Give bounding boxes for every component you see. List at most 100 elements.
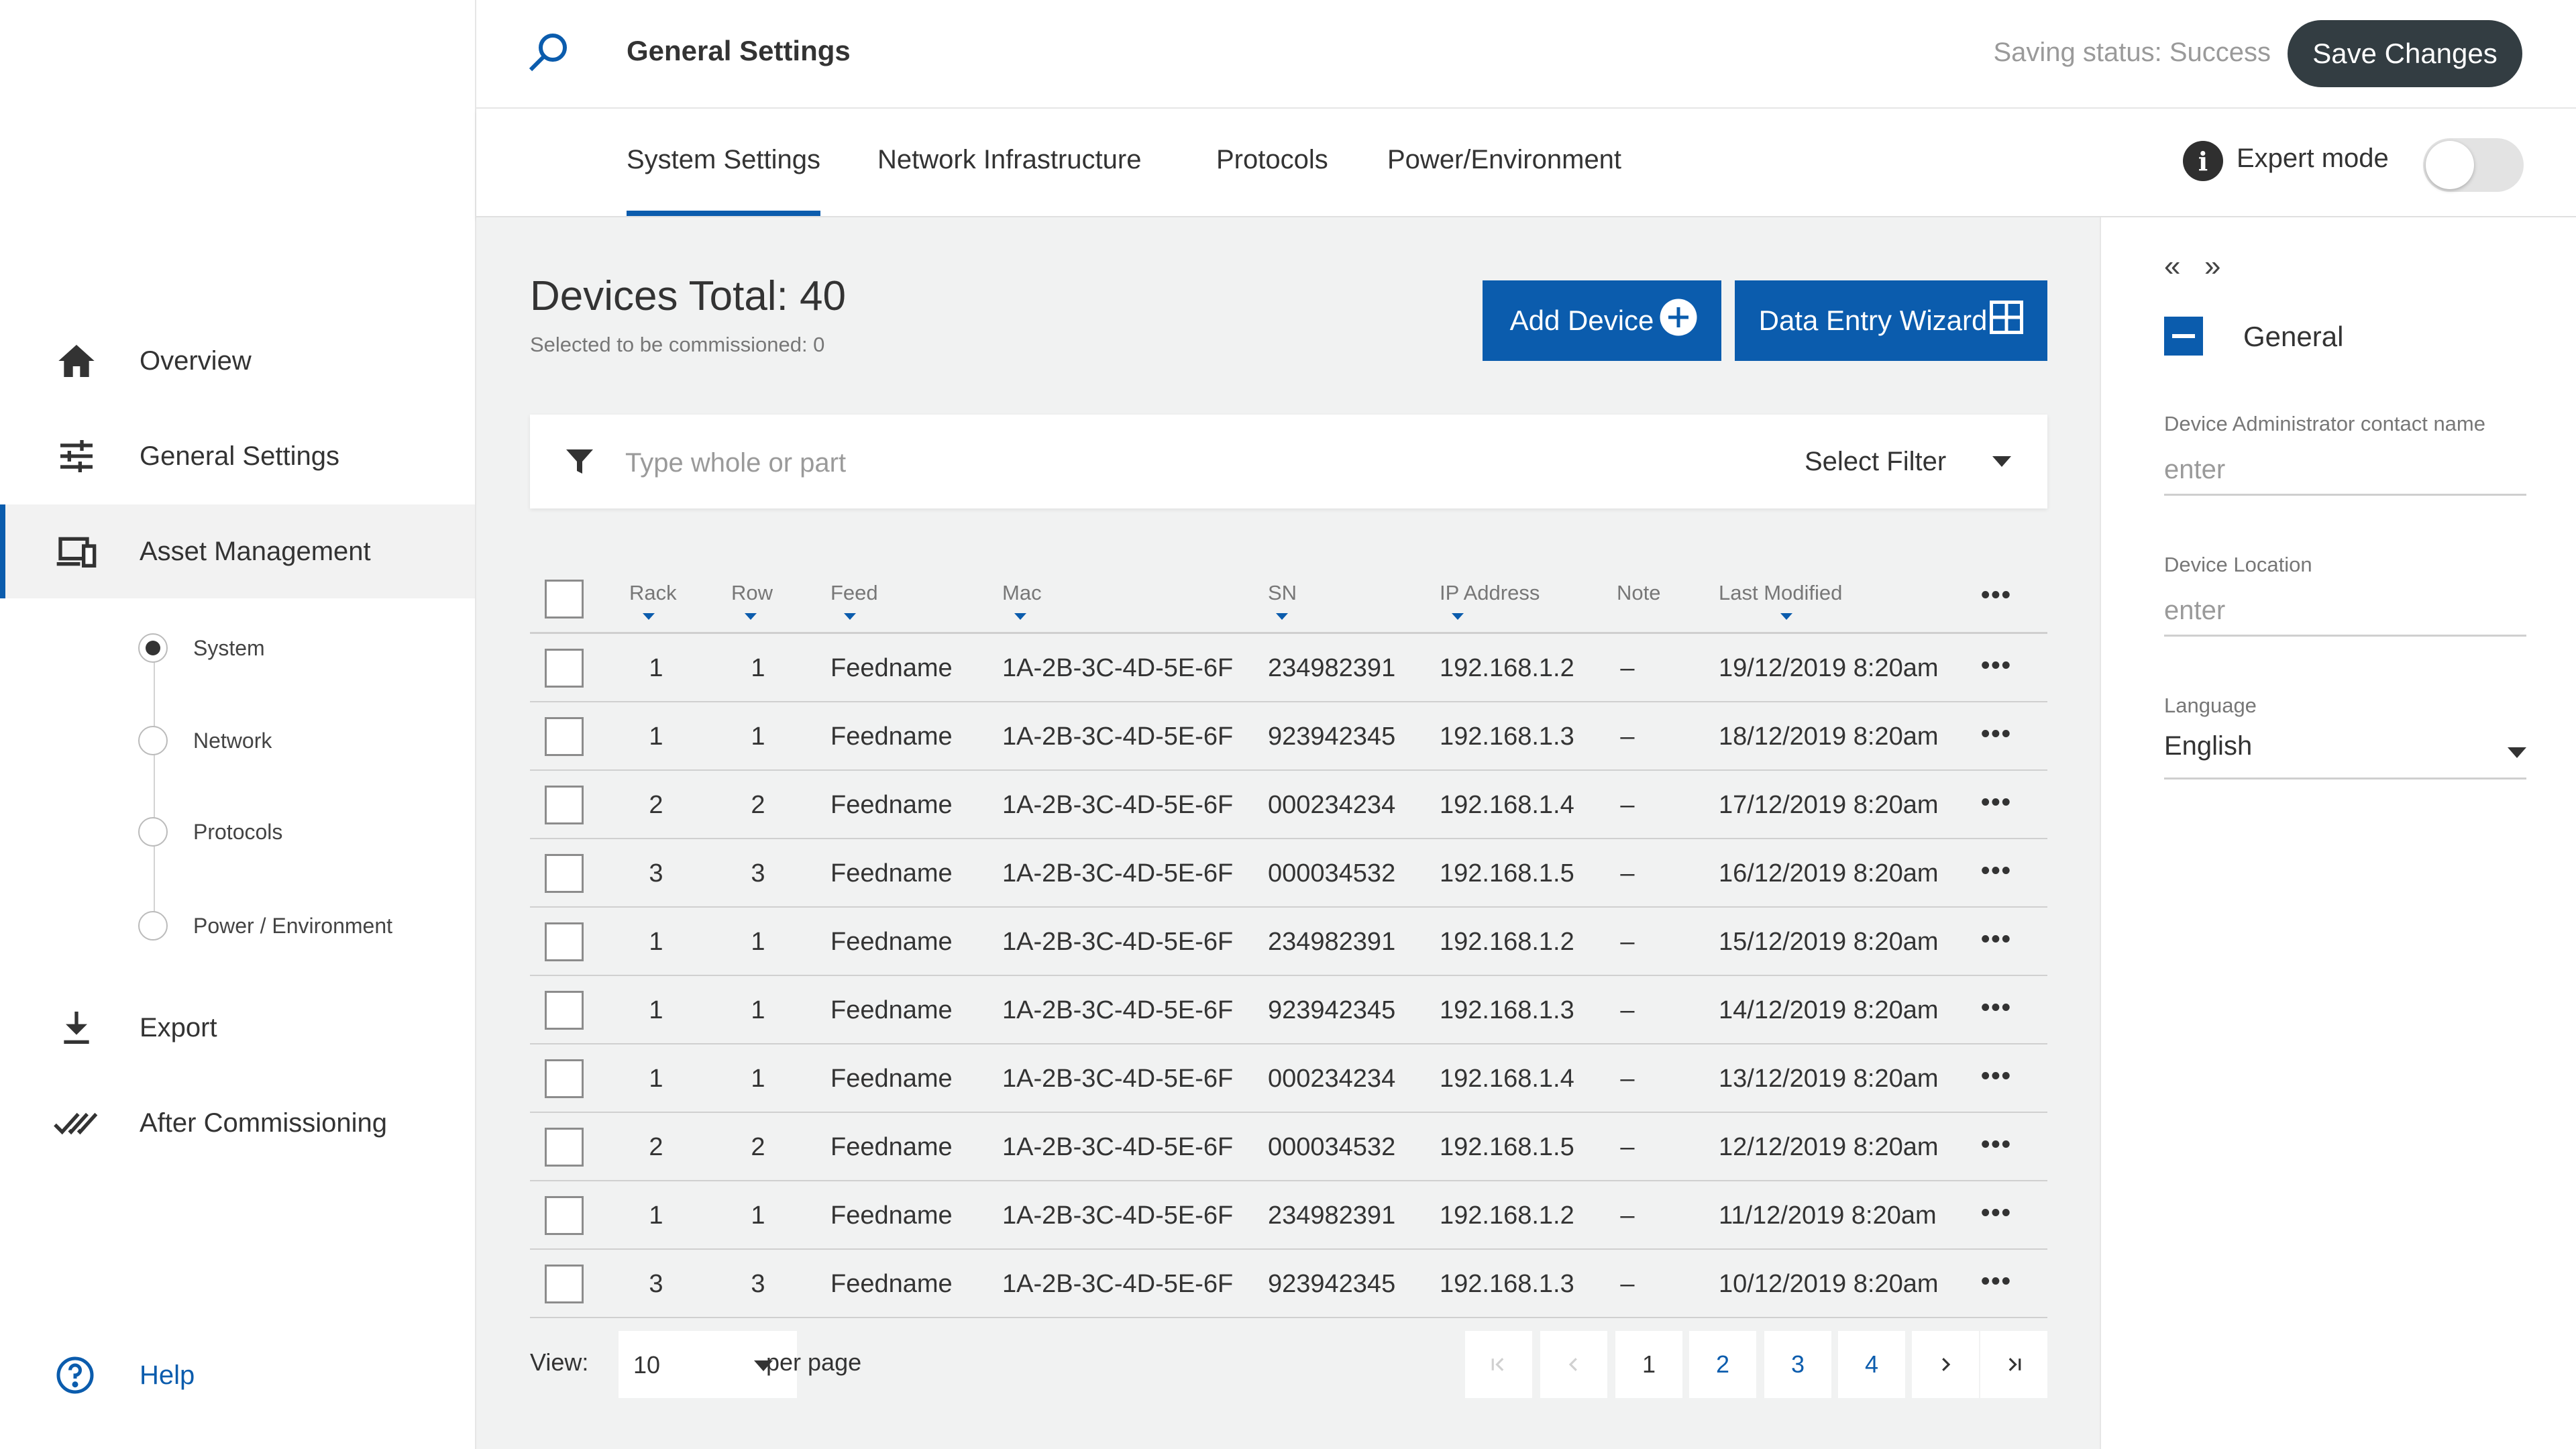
table-header: Rack Row Feed Mac SN IP Address Note Las… <box>530 546 2047 634</box>
row-checkbox[interactable] <box>545 717 584 756</box>
sort-icon[interactable] <box>1452 613 1464 620</box>
sidebar-item-after-commissioning[interactable]: After Commissioning <box>0 1076 475 1170</box>
sidebar-item-label: General Settings <box>140 441 339 471</box>
cell-ip-address: 192.168.1.5 <box>1440 859 1574 888</box>
page-button-1[interactable]: 1 <box>1615 1331 1682 1398</box>
column-ip-address[interactable]: IP Address <box>1440 581 1540 604</box>
tab-protocols[interactable]: Protocols <box>1216 145 1328 174</box>
row-checkbox[interactable] <box>545 1265 584 1303</box>
row-checkbox[interactable] <box>545 1196 584 1235</box>
row-checkbox[interactable] <box>545 854 584 893</box>
subnav-item-system[interactable]: System <box>0 621 475 675</box>
data-entry-wizard-button[interactable]: Data Entry Wizard <box>1735 280 2047 361</box>
row-more-icon[interactable]: ••• <box>1981 1199 2012 1227</box>
row-more-icon[interactable]: ••• <box>1981 788 2012 816</box>
tab-bar: System Settings Network Infrastructure P… <box>476 109 2576 217</box>
last-page-button[interactable] <box>1980 1331 2047 1398</box>
table-row[interactable]: 1 1 Feedname 1A-2B-3C-4D-5E-6F 234982391 192.… <box>530 1181 2047 1250</box>
cell-sn: 923942345 <box>1268 1270 1396 1298</box>
subnav-item-network[interactable]: Network <box>0 714 475 767</box>
cell-row: 3 <box>751 1270 765 1298</box>
double-chevron-left-icon[interactable]: « <box>2164 250 2181 282</box>
sort-icon[interactable] <box>1276 613 1288 620</box>
sidebar-item-overview[interactable]: Overview <box>0 314 475 408</box>
sliders-icon <box>52 432 101 480</box>
double-chevron-right-icon[interactable]: » <box>2204 250 2221 282</box>
first-page-button[interactable] <box>1465 1331 1532 1398</box>
table-row[interactable]: 3 3 Feedname 1A-2B-3C-4D-5E-6F 923942345 192.… <box>530 1250 2047 1318</box>
filter-input[interactable] <box>624 439 1633 487</box>
table-row[interactable]: 1 1 Feedname 1A-2B-3C-4D-5E-6F 234982391 192.… <box>530 634 2047 702</box>
column-row[interactable]: Row <box>731 581 773 604</box>
tab-system-settings[interactable]: System Settings <box>627 145 821 216</box>
toggle-knob <box>2426 141 2474 189</box>
tab-power-environment[interactable]: Power/Environment <box>1387 145 1622 174</box>
expert-mode-toggle[interactable] <box>2423 138 2524 192</box>
row-checkbox[interactable] <box>545 1059 584 1098</box>
admin-contact-input[interactable] <box>2164 445 2526 496</box>
cell-feed: Feedname <box>830 996 953 1024</box>
row-more-icon[interactable]: ••• <box>1981 1130 2012 1159</box>
select-filter-dropdown[interactable]: Select Filter <box>1805 447 1947 476</box>
sort-icon[interactable] <box>844 613 856 620</box>
row-more-icon[interactable]: ••• <box>1981 1267 2012 1295</box>
table-row[interactable]: 3 3 Feedname 1A-2B-3C-4D-5E-6F 000034532 192.… <box>530 839 2047 908</box>
cell-rack: 1 <box>649 1065 663 1093</box>
cell-sn: 000034532 <box>1268 859 1396 888</box>
device-location-input[interactable] <box>2164 586 2526 637</box>
sort-icon[interactable] <box>745 613 757 620</box>
row-more-icon[interactable]: ••• <box>1981 925 2012 953</box>
cell-feed: Feedname <box>830 1065 953 1093</box>
select-all-checkbox[interactable] <box>545 580 584 619</box>
row-more-icon[interactable]: ••• <box>1981 651 2012 680</box>
table-row[interactable]: 1 1 Feedname 1A-2B-3C-4D-5E-6F 923942345 192.… <box>530 976 2047 1044</box>
table-row[interactable]: 1 1 Feedname 1A-2B-3C-4D-5E-6F 000234234 192.… <box>530 1044 2047 1113</box>
sidebar-item-export[interactable]: Export <box>0 981 475 1075</box>
column-rack[interactable]: Rack <box>629 581 677 604</box>
row-more-icon[interactable]: ••• <box>1981 1062 2012 1090</box>
sort-icon[interactable] <box>1780 613 1792 620</box>
cell-note: – <box>1620 722 1635 751</box>
row-checkbox[interactable] <box>545 991 584 1030</box>
column-last-modified[interactable]: Last Modified <box>1719 581 1843 604</box>
table-row[interactable]: 1 1 Feedname 1A-2B-3C-4D-5E-6F 923942345 192.… <box>530 702 2047 771</box>
subnav-item-label: System <box>193 636 265 660</box>
previous-page-button[interactable] <box>1540 1331 1607 1398</box>
tab-network-infrastructure[interactable]: Network Infrastructure <box>877 145 1142 174</box>
chevron-down-icon[interactable] <box>1992 456 2011 467</box>
column-feed[interactable]: Feed <box>830 581 878 604</box>
collapse-section-icon[interactable] <box>2164 317 2203 356</box>
help-link[interactable]: Help <box>0 1335 475 1415</box>
column-sn[interactable]: SN <box>1268 581 1297 604</box>
help-circle-icon <box>55 1355 95 1395</box>
row-checkbox[interactable] <box>545 922 584 961</box>
next-page-button[interactable] <box>1912 1331 1979 1398</box>
table-row[interactable]: 2 2 Feedname 1A-2B-3C-4D-5E-6F 000234234 192.… <box>530 771 2047 839</box>
column-mac[interactable]: Mac <box>1002 581 1042 604</box>
add-device-button[interactable]: Add Device <box>1483 280 1721 361</box>
language-select[interactable]: English <box>2164 724 2526 780</box>
cell-sn: 234982391 <box>1268 654 1396 682</box>
subnav-item-protocols[interactable]: Protocols <box>0 805 475 859</box>
row-more-icon[interactable]: ••• <box>1981 720 2012 748</box>
page-button-2[interactable]: 2 <box>1689 1331 1756 1398</box>
search-icon[interactable] <box>525 30 573 78</box>
row-checkbox[interactable] <box>545 786 584 824</box>
cell-note: – <box>1620 654 1635 682</box>
rows-per-page-select[interactable]: 10 <box>619 1331 797 1398</box>
row-more-icon[interactable]: ••• <box>1981 857 2012 885</box>
page-button-3[interactable]: 3 <box>1764 1331 1831 1398</box>
sort-icon[interactable] <box>643 613 655 620</box>
subnav-item-power-environment[interactable]: Power / Environment <box>0 899 475 953</box>
row-checkbox[interactable] <box>545 1128 584 1167</box>
row-checkbox[interactable] <box>545 649 584 688</box>
sidebar-item-general-settings[interactable]: General Settings <box>0 409 475 503</box>
page-button-4[interactable]: 4 <box>1838 1331 1905 1398</box>
save-changes-button[interactable]: Save Changes <box>2288 20 2522 87</box>
sort-icon[interactable] <box>1014 613 1026 620</box>
table-row[interactable]: 2 2 Feedname 1A-2B-3C-4D-5E-6F 000034532 192.… <box>530 1113 2047 1181</box>
row-more-icon[interactable]: ••• <box>1981 994 2012 1022</box>
sidebar-item-asset-management[interactable]: Asset Management <box>0 504 475 598</box>
more-icon[interactable]: ••• <box>1981 581 2012 609</box>
table-row[interactable]: 1 1 Feedname 1A-2B-3C-4D-5E-6F 234982391 192.… <box>530 908 2047 976</box>
